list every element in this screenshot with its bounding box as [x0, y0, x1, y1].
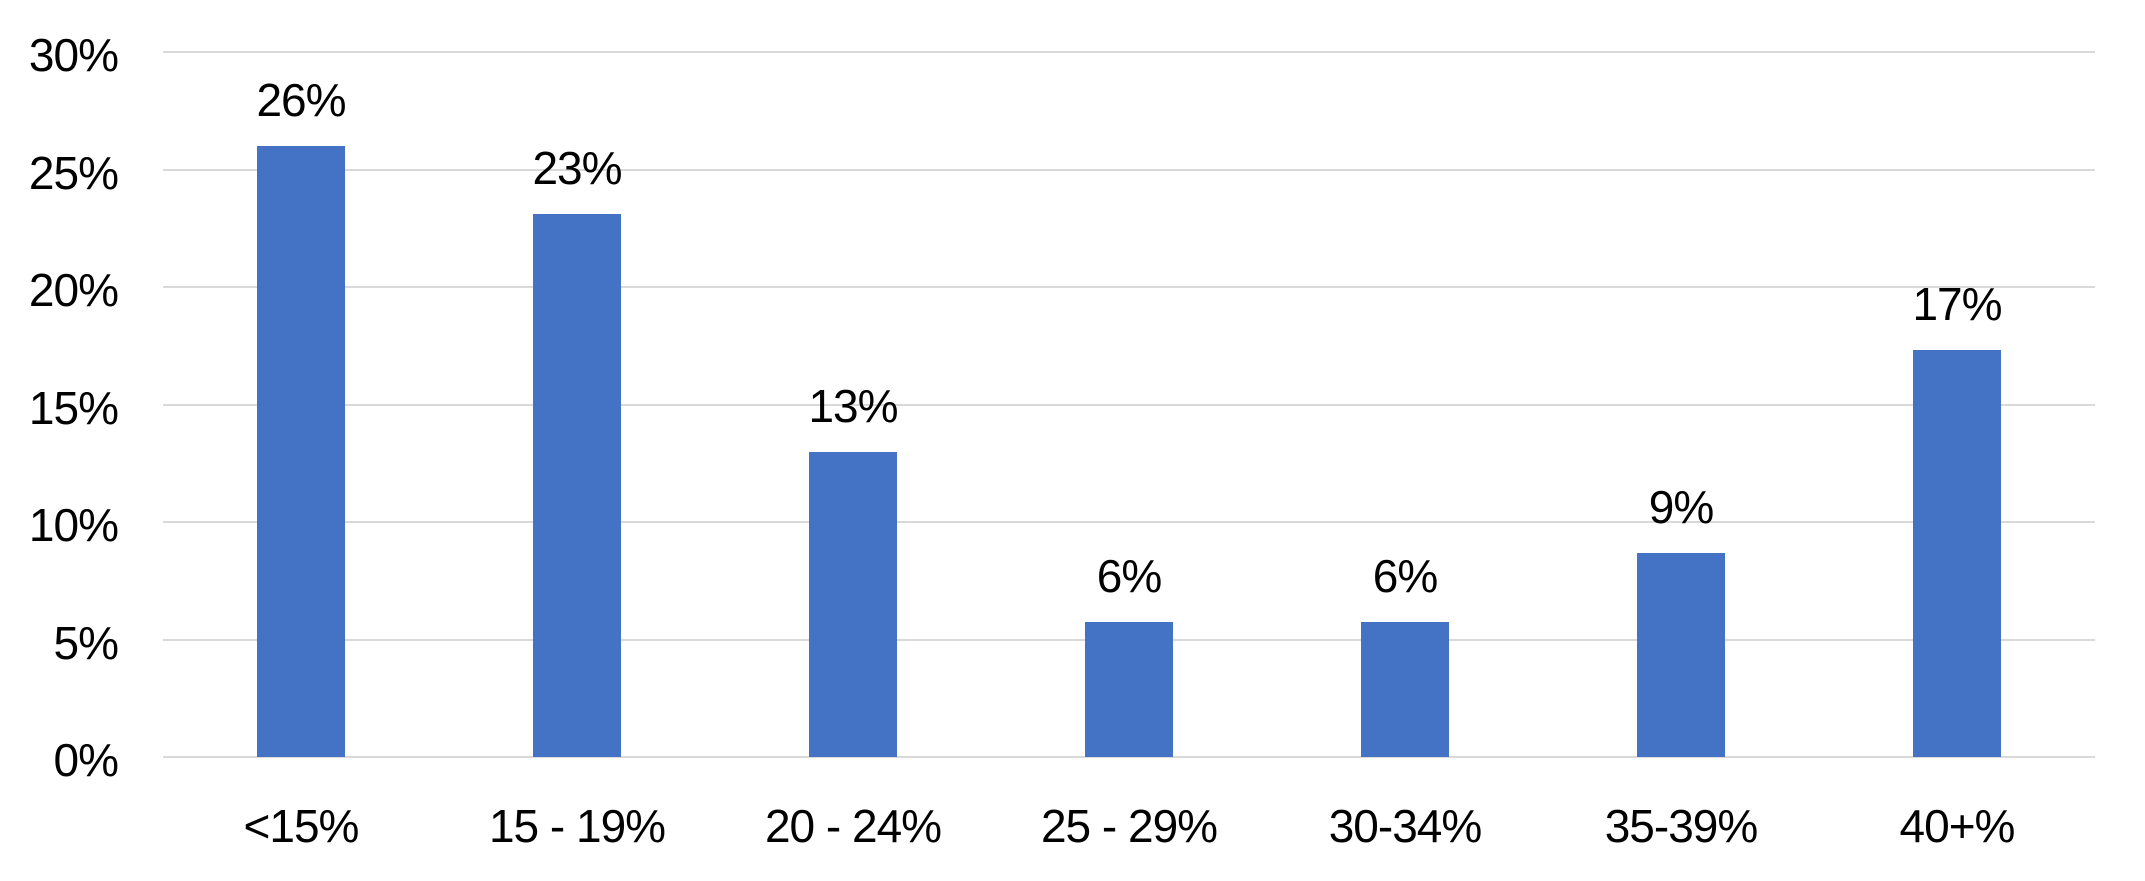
gridline-30%	[163, 51, 2095, 53]
gridline-0%	[163, 756, 2095, 758]
gridline-20%	[163, 286, 2095, 288]
x-axis-label: 40+%	[1899, 800, 2016, 852]
x-axis-label: 30-34%	[1328, 800, 1483, 852]
bar-15 - 19%	[533, 214, 621, 757]
bar-value-label: 9%	[1648, 480, 1714, 533]
bar-value-label: 26%	[256, 74, 346, 126]
bar-value-label: 17%	[1912, 278, 2002, 331]
bar-value-label: 13%	[808, 379, 898, 432]
y-tick-label: 0%	[53, 734, 119, 786]
y-tick-label: 20%	[28, 264, 119, 316]
y-tick-label: 15%	[28, 381, 119, 434]
x-axis-label: 35-39%	[1604, 800, 1759, 852]
x-axis-label: 15 - 19%	[488, 800, 666, 852]
gridline-25%	[163, 168, 2095, 171]
x-axis-label: 25 - 29%	[1040, 800, 1218, 852]
y-tick-label: 30%	[28, 29, 119, 81]
x-axis-label: <15%	[243, 800, 360, 852]
bar-value-label: 6%	[1096, 549, 1162, 602]
y-tick-label: 5%	[53, 616, 119, 669]
bar-35-39%	[1637, 552, 1725, 757]
bar-30-34%	[1361, 621, 1449, 757]
bar-40+%	[1913, 350, 2001, 757]
y-tick-label: 10%	[28, 499, 119, 551]
bar-20 - 24%	[809, 451, 897, 757]
bar-value-label: 23%	[532, 142, 622, 195]
gridline-15%	[163, 403, 2095, 406]
gridline-10%	[163, 521, 2095, 523]
bar-<15%	[257, 146, 345, 757]
bar-25 - 29%	[1085, 621, 1173, 757]
bar-value-label: 6%	[1372, 549, 1438, 602]
y-tick-label: 25%	[28, 146, 119, 199]
x-axis-label: 20 - 24%	[764, 800, 942, 852]
